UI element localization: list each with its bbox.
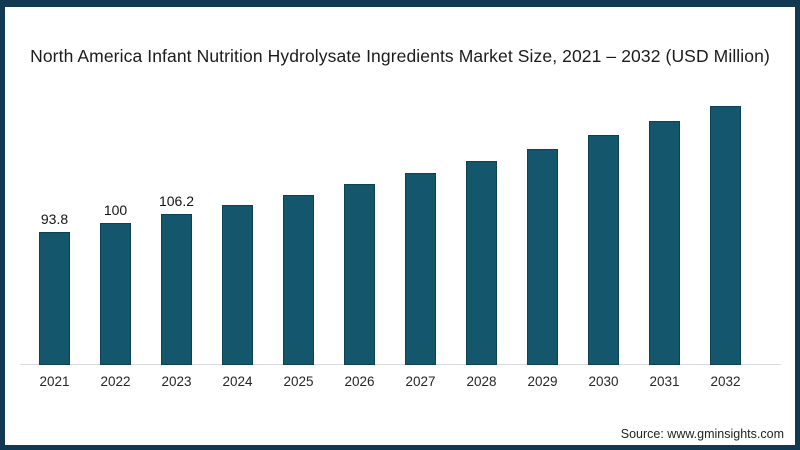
x-axis-label: 2028	[466, 374, 497, 389]
bar	[649, 121, 680, 365]
x-axis-label: 2031	[649, 374, 680, 389]
bar	[222, 205, 253, 365]
x-axis-label: 2021	[39, 374, 70, 389]
bar-column: 106.2 2023	[146, 90, 207, 389]
bar	[39, 232, 70, 365]
bar	[344, 184, 375, 365]
bar	[405, 173, 436, 365]
x-axis-label: 2025	[283, 374, 314, 389]
bar	[588, 135, 619, 365]
x-axis-label: 2024	[222, 374, 253, 389]
plot-area: 93.8 2021 100 2022 106.2 2023 2024 2025 2026 2027…	[24, 90, 756, 389]
bar-value-label: 106.2	[158, 193, 195, 209]
chart-title: North America Infant Nutrition Hydrolysa…	[30, 46, 770, 66]
bar-column: 2031	[634, 90, 695, 389]
x-axis-label: 2026	[344, 374, 375, 389]
bar-value-label: 93.8	[40, 211, 69, 227]
bar-column: 2026	[329, 90, 390, 389]
bar-value-label: 100	[103, 202, 128, 218]
x-axis-label: 2027	[405, 374, 436, 389]
bar-column: 100 2022	[85, 90, 146, 389]
bar	[527, 149, 558, 365]
bar	[283, 195, 314, 365]
bar-column: 2032	[695, 90, 756, 389]
x-axis-label: 2029	[527, 374, 558, 389]
source-attribution: Source: www.gminsights.com	[620, 427, 784, 441]
bar	[466, 161, 497, 365]
bar-column: 2024	[207, 90, 268, 389]
bar-column: 93.8 2021	[24, 90, 85, 389]
x-axis-label: 2032	[710, 374, 741, 389]
bar	[100, 223, 131, 365]
bar-column: 2027	[390, 90, 451, 389]
bar	[710, 106, 741, 365]
x-axis-line	[20, 364, 781, 365]
bar	[161, 214, 192, 365]
x-axis-label: 2022	[100, 374, 131, 389]
bar-column: 2029	[512, 90, 573, 389]
bar-column: 2028	[451, 90, 512, 389]
x-axis-label: 2030	[588, 374, 619, 389]
bar-column: 2030	[573, 90, 634, 389]
x-axis-label: 2023	[161, 374, 192, 389]
bar-column: 2025	[268, 90, 329, 389]
